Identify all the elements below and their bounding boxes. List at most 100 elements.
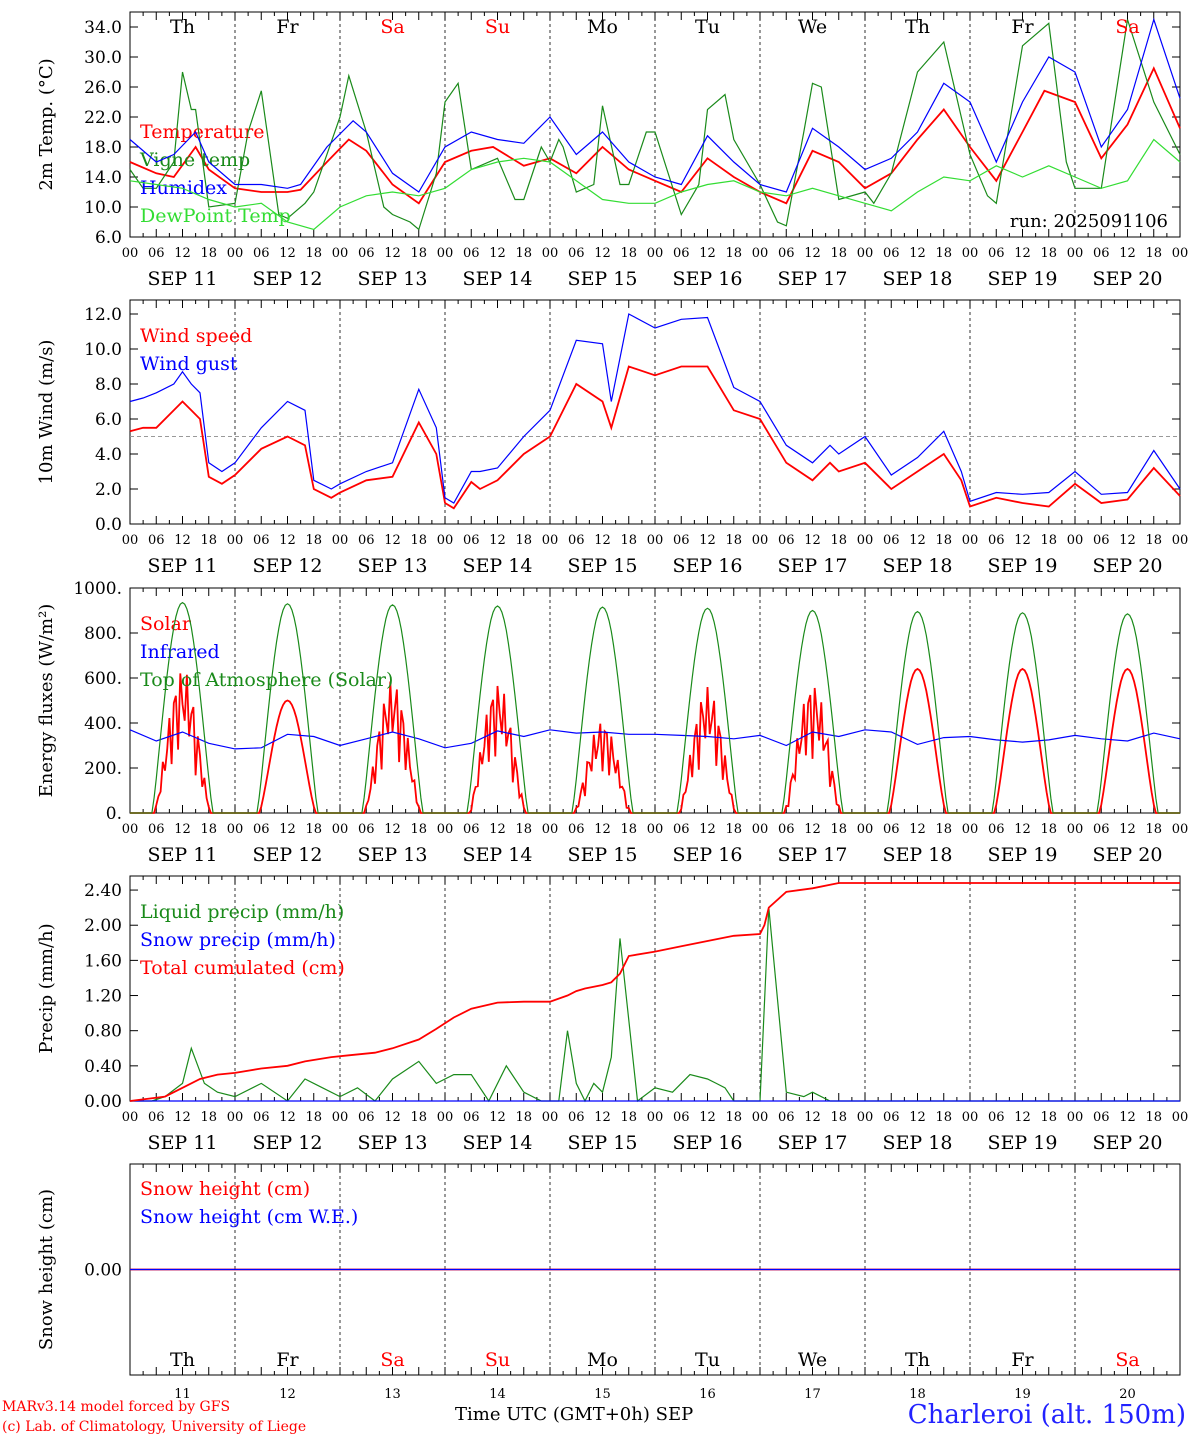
hour-tick-label: 00 (1067, 1110, 1084, 1125)
hour-tick-label: 00 (1172, 1110, 1189, 1125)
hour-tick-label: 18 (830, 1110, 847, 1125)
date-label: SEP 19 (988, 555, 1058, 577)
hour-tick-label: 06 (1093, 822, 1110, 837)
date-label: SEP 18 (883, 1132, 953, 1154)
hour-tick-label: 06 (1093, 533, 1110, 548)
date-label: SEP 17 (778, 1132, 848, 1154)
y-tick-label: 1.60 (84, 951, 122, 971)
hour-tick-label: 18 (305, 533, 322, 548)
hour-tick-label: 18 (410, 1110, 427, 1125)
date-label: SEP 18 (883, 555, 953, 577)
date-label: SEP 11 (148, 844, 218, 866)
hour-tick-label: 06 (463, 533, 480, 548)
hour-tick-label: 12 (804, 246, 821, 261)
day-name-label: Tu (695, 1349, 720, 1371)
hour-tick-label: 06 (673, 1110, 690, 1125)
date-label: SEP 16 (673, 268, 743, 290)
hour-tick-label: 00 (437, 822, 454, 837)
hour-tick-label: 12 (1014, 1110, 1031, 1125)
hour-tick-label: 00 (227, 533, 244, 548)
hour-tick-label: 00 (1172, 822, 1189, 837)
y-tick-label: 22.0 (84, 108, 122, 128)
hour-tick-label: 18 (725, 1110, 742, 1125)
hour-tick-label: 18 (620, 533, 637, 548)
hour-tick-label: 06 (568, 1110, 585, 1125)
hour-tick-label: 18 (830, 246, 847, 261)
hour-tick-label: 06 (568, 533, 585, 548)
hour-tick-label: 00 (752, 246, 769, 261)
hour-tick-label: 12 (699, 822, 716, 837)
y-tick-label: 0. (106, 804, 122, 824)
hour-tick-label: 06 (1093, 246, 1110, 261)
hour-tick-label: 12 (594, 246, 611, 261)
hour-tick-label: 06 (148, 822, 165, 837)
hour-tick-label: 18 (515, 246, 532, 261)
hour-tick-label: 18 (410, 246, 427, 261)
hour-tick-label: 00 (437, 1110, 454, 1125)
hour-tick-label: 00 (122, 1110, 139, 1125)
hour-tick-label: 18 (200, 1110, 217, 1125)
y-axis-label: 10m Wind (m/s) (36, 340, 57, 485)
hour-tick-label: 12 (1119, 533, 1136, 548)
hour-tick-label: 12 (594, 1110, 611, 1125)
day-number-label: 14 (489, 1387, 506, 1402)
hour-tick-label: 18 (1040, 533, 1057, 548)
hour-tick-label: 12 (1119, 246, 1136, 261)
hour-tick-label: 00 (647, 533, 664, 548)
hour-tick-label: 00 (332, 246, 349, 261)
day-number-label: 11 (174, 1387, 191, 1402)
y-tick-label: 34.0 (84, 18, 122, 38)
y-tick-label: 10.0 (84, 340, 122, 360)
y-tick-label: 12.0 (84, 305, 122, 325)
day-name-label: Sa (1115, 16, 1139, 38)
panel-1: 6.0 10.0 14.0 18.0 22.0 26.0 30.0 34.0 2m Temp. … (36, 11, 1189, 290)
hour-tick-label: 12 (174, 1110, 191, 1125)
hour-tick-label: 12 (1014, 533, 1031, 548)
y-tick-label: 2.00 (84, 916, 122, 936)
series-line-top-of-atmosphere-solar (130, 601, 1180, 814)
hour-tick-label: 18 (305, 1110, 322, 1125)
day-name-label: We (798, 1349, 827, 1371)
y-axis-label: Precip (mm/h) (36, 923, 57, 1053)
hour-tick-label: 00 (857, 822, 874, 837)
hour-tick-label: 12 (699, 533, 716, 548)
hour-tick-label: 06 (253, 1110, 270, 1125)
day-name-label: Tu (695, 16, 720, 38)
series-line-total-cumulated-cm (129, 882, 1180, 1102)
hour-tick-label: 00 (542, 246, 559, 261)
hour-tick-label: 06 (988, 246, 1005, 261)
hour-tick-label: 00 (437, 246, 454, 261)
date-label: SEP 11 (148, 268, 218, 290)
day-name-label: Fr (276, 16, 299, 38)
hour-tick-label: 06 (358, 822, 375, 837)
x-axis-month: SEP (655, 1404, 694, 1425)
hour-tick-label: 00 (437, 533, 454, 548)
date-label: SEP 19 (988, 844, 1058, 866)
hour-tick-label: 18 (725, 822, 742, 837)
series-line-humidex (129, 17, 1181, 193)
hour-tick-label: 00 (1067, 533, 1084, 548)
hour-tick-label: 12 (174, 246, 191, 261)
y-tick-label: 2.40 (84, 881, 122, 901)
hour-tick-label: 18 (200, 822, 217, 837)
hour-tick-label: 12 (1014, 822, 1031, 837)
date-label: SEP 16 (673, 1132, 743, 1154)
date-label: SEP 17 (778, 268, 848, 290)
hour-tick-label: 00 (962, 1110, 979, 1125)
day-name-label: Mo (587, 1349, 618, 1371)
date-label: SEP 12 (253, 555, 323, 577)
legend-entry: Temperature (140, 121, 264, 143)
date-label: SEP 17 (778, 844, 848, 866)
series-line-infrared (129, 729, 1181, 750)
hour-tick-label: 00 (1172, 246, 1189, 261)
hour-tick-label: 06 (148, 1110, 165, 1125)
hour-tick-label: 00 (752, 822, 769, 837)
day-number-label: 20 (1119, 1387, 1136, 1402)
hour-tick-label: 12 (1014, 246, 1031, 261)
legend-entry: Humidex (140, 177, 227, 199)
hour-tick-label: 06 (988, 1110, 1005, 1125)
legend-entry: Snow height (cm W.E.) (140, 1206, 358, 1228)
hour-tick-label: 00 (962, 246, 979, 261)
date-label: SEP 15 (568, 844, 638, 866)
hour-tick-label: 18 (1040, 246, 1057, 261)
